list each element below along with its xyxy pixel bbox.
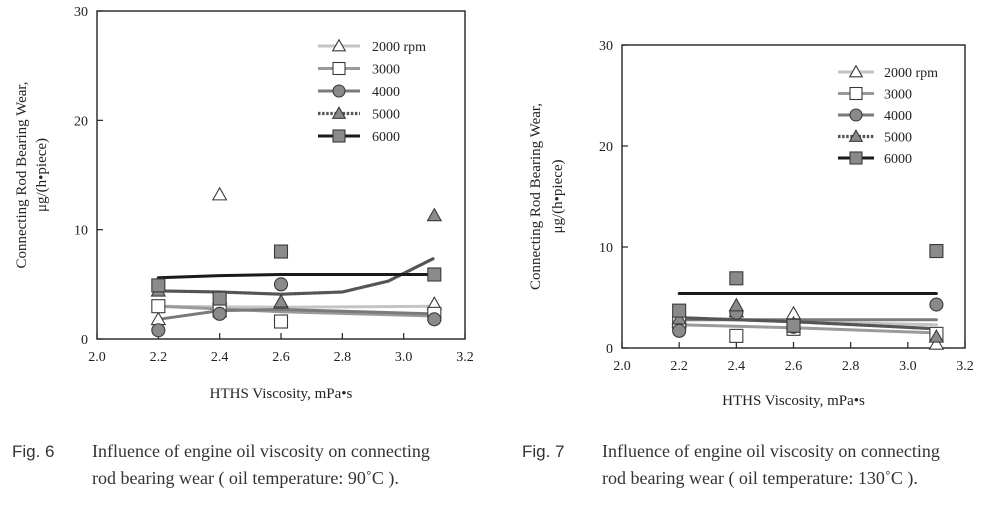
fig6-y-tick-label: 20 [74,114,88,129]
figure-6-panel: 2.0 2.2 2.4 2.6 2.8 3.0 3.2 0 10 20 30 HTHS Viscosi… [0,0,500,508]
fig6-y-tick-label: 0 [81,333,88,348]
fig7-x-tick-label: 2.0 [613,359,631,374]
fig6-x-tick-label: 2.2 [150,350,168,365]
fig6-y-axis-label-line-1: Connecting Rod Bearing Wear, [14,81,30,268]
fig7-series-0-point [928,336,945,350]
fig6-series-4-point [151,278,166,293]
fig6-series-3-fit-line [156,256,436,296]
fig6-series-2-point [273,277,289,292]
fig7-series-3-point [928,328,945,343]
fig7-x-tick-label: 3.2 [956,359,974,374]
fig6-series-1-point [273,314,289,329]
fig6-x-tick-label: 3.0 [395,350,413,365]
fig6-series-2-fit-line [156,308,436,321]
fig6-series-4-point [427,267,442,282]
figure-6-caption-line-1: Influence of engine oil viscosity on con… [92,441,430,461]
fig7-legend-label: 5000 [884,131,912,146]
fig7-x-tick-label: 2.2 [670,359,688,374]
fig7-x-tick-label: 3.0 [899,359,917,374]
fig7-series-4-point [786,318,801,333]
figure-7-panel: 2.0 2.2 2.4 2.6 2.8 3.0 3.2 0 10 20 30 HTHS Viscosi… [510,0,1004,508]
fig6-legend-swatch-marker [332,129,346,143]
fig7-x-axis-label: HTHS Viscosity, mPa•s [722,393,865,409]
fig6-x-tick-label: 2.6 [272,350,290,365]
fig7-series-4-point [729,271,744,286]
fig6-series-4-fit-line [156,273,436,280]
fig6-legend-label: 4000 [372,85,400,100]
fig6-legend-swatch-marker [332,61,346,76]
fig7-legend-swatch-marker [849,86,863,101]
fig7-x-tick-label: 2.8 [842,359,860,374]
fig6-series-4-point [273,244,289,259]
fig7-series-3-point [728,297,745,312]
fig7-x-tick-label: 2.6 [785,359,803,374]
fig6-x-tick-label: 3.2 [456,350,474,365]
fig6-series-4-point [212,291,227,306]
fig7-series-1-point [729,328,744,343]
fig7-legend-label: 6000 [884,152,912,167]
fig6-legend-swatch-marker [332,84,346,98]
fig7-legend-swatch-marker [849,108,863,122]
fig6-x-axis-label: HTHS Viscosity, mPa•s [210,386,353,402]
fig7-legend-label: 3000 [884,88,912,103]
fig6-y-axis-label-line-2: μg/(h•piece) [34,138,50,212]
fig6-legend-label: 5000 [372,108,400,123]
figure-6-number: Fig. 6 [12,442,55,461]
fig6-series-2-point [151,323,166,338]
fig7-legend-swatch-marker [848,64,864,78]
fig6-legend-label: 2000 rpm [372,40,426,55]
fig7-y-tick-label: 10 [599,241,613,256]
fig6-legend-swatch-marker [331,106,347,119]
fig6-series-2-point [212,306,227,321]
fig7-x-tick-label: 2.4 [728,359,746,374]
fig6-x-tick-label: 2.8 [334,350,352,365]
figure-7-number: Fig. 7 [522,442,565,461]
fig7-legend-label: 4000 [884,109,912,124]
fig6-series-3-point [273,293,289,308]
figure-6-chart: 2.0 2.2 2.4 2.6 2.8 3.0 3.2 0 10 20 30 HTHS Viscosi… [14,5,474,402]
fig7-series-2-point [929,297,944,312]
fig7-y-axis-label-line-1: Connecting Rod Bearing Wear, [528,103,544,290]
fig6-series-2-point [427,312,442,327]
fig7-series-4-point [929,243,944,259]
fig7-legend-swatch-marker [848,129,864,142]
fig7-series-4-point [672,303,687,318]
figure-6-caption-line-2: rod bearing wear ( oil temperature: 90˚C… [92,468,399,488]
fig7-y-tick-label: 20 [599,140,613,155]
figure-7-caption-line-1: Influence of engine oil viscosity on con… [602,441,940,461]
fig7-plot-frame [621,44,966,349]
fig6-legend-label: 3000 [372,63,400,78]
fig7-y-axis-label-line-2: μg/(h•piece) [550,159,566,233]
figure-7-chart: 2.0 2.2 2.4 2.6 2.8 3.0 3.2 0 10 20 30 HTHS Viscosi… [528,39,974,409]
fig7-series-3-point [671,310,687,325]
fig6-series-1-fit-line [156,304,436,318]
fig6-y-tick-label: 30 [74,5,88,20]
fig7-legend-label: 2000 rpm [884,66,938,81]
fig6-legend-label: 6000 [372,130,400,145]
fig7-legend-swatch-marker [849,151,863,165]
fig7-series-2-point [672,323,687,338]
fig6-legend-swatch-marker [331,38,347,52]
fig6-x-tick-label: 2.4 [211,350,229,365]
fig6-series-3-point [426,207,443,222]
fig6-x-tick-label: 2.0 [88,350,106,365]
fig6-series-1-point [151,299,166,314]
fig7-y-tick-label: 0 [606,342,613,357]
fig6-series-0-point [211,186,228,201]
fig6-y-tick-label: 10 [74,224,88,239]
figure-7-caption-line-2: rod bearing wear ( oil temperature: 130˚… [602,468,918,488]
fig7-y-tick-label: 30 [599,39,613,54]
